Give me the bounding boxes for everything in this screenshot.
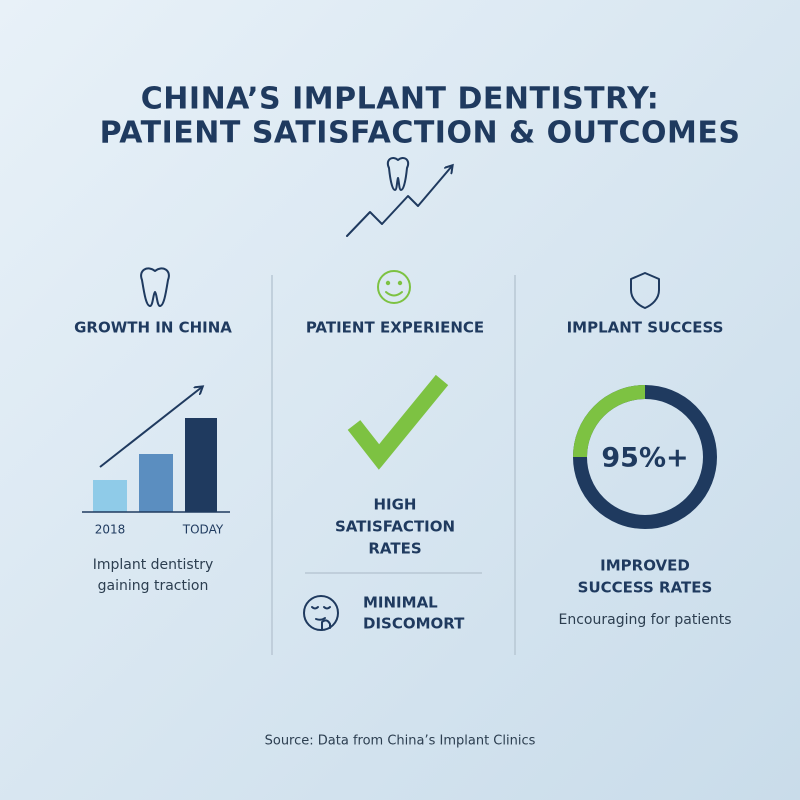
title-line: CHINA’S IMPLANT DENTISTRY: — [141, 82, 659, 117]
tooth-icon — [140, 267, 170, 307]
check-mark — [347, 374, 449, 470]
smiley-icon — [377, 270, 411, 304]
column-heading: GROWTH IN CHINA — [74, 319, 232, 337]
growth-chart — [82, 387, 230, 513]
success-ring — [573, 385, 717, 529]
chart-label: 2018 — [95, 523, 126, 537]
shield-icon — [630, 272, 660, 309]
note-text: DISCOMORT — [363, 615, 465, 633]
column-heading: IMPLANT SUCCESS — [567, 319, 724, 337]
chart-label: TODAY — [182, 523, 224, 537]
highlight-text: SATISFACTION — [335, 518, 455, 536]
caption: Implant dentistry — [93, 557, 214, 573]
column-heading: PATIENT EXPERIENCE — [306, 319, 484, 337]
stat-value: 95%+ — [601, 443, 688, 474]
title-line: PATIENT SATISFACTION & OUTCOMES — [100, 116, 741, 151]
caption: Encouraging for patients — [559, 612, 732, 628]
source: Source: Data from China’s Implant Clinic… — [265, 734, 536, 749]
note-text: MINIMAL — [363, 594, 438, 612]
header-icon — [346, 157, 452, 237]
highlight-text: SUCCESS RATES — [578, 579, 713, 597]
comfort-icon — [303, 595, 339, 631]
highlight-text: IMPROVED — [600, 557, 690, 575]
highlight-text: HIGH — [373, 496, 416, 514]
highlight-text: RATES — [368, 540, 421, 558]
caption: gaining traction — [98, 578, 209, 594]
